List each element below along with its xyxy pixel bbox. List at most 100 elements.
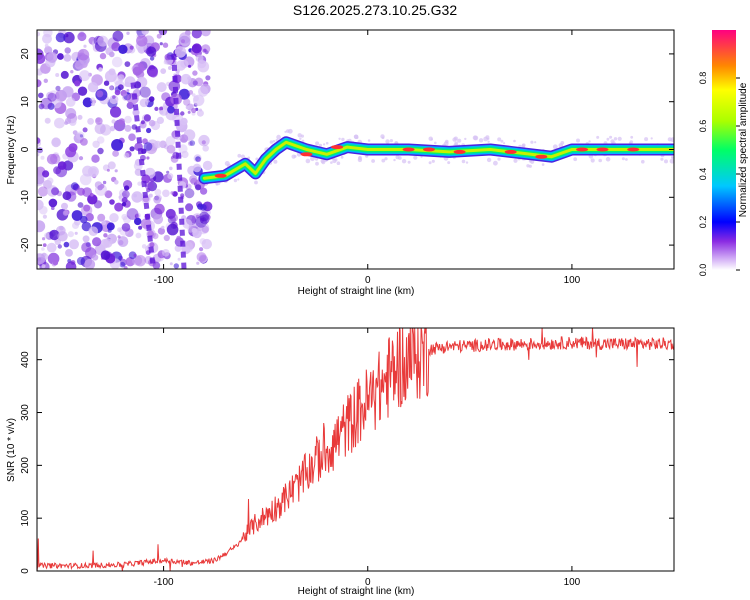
spectrogram-cell xyxy=(121,223,131,232)
spectrogram-cell xyxy=(77,202,84,208)
spectrogram-cell xyxy=(61,202,68,210)
spectrogram-cell xyxy=(180,73,192,85)
spectrogram-cell xyxy=(159,106,164,111)
spectrogram-cell xyxy=(196,109,204,117)
spectrogram-cell xyxy=(118,118,126,125)
spectrogram-cell xyxy=(393,158,396,162)
spectrogram-cell xyxy=(195,216,207,228)
spectrogram-cell xyxy=(318,143,323,148)
spectrogram-cell xyxy=(315,161,319,166)
spectrogram-cell xyxy=(37,186,49,197)
spectrogram-cell xyxy=(173,263,179,269)
spectrogram-cell xyxy=(357,157,363,163)
spectrogram-cell xyxy=(37,79,42,88)
snr-panel: -100 0 100 0 100 200 300 400 Height of straigh… xyxy=(6,327,675,597)
colorbar-tick-label: 0.8 xyxy=(698,72,708,85)
spectrogram-cell xyxy=(381,158,386,163)
spectrogram-cell xyxy=(46,177,54,185)
spectrogram-cell xyxy=(83,204,91,212)
spectrogram-cell xyxy=(102,180,107,185)
spectrogram-cell xyxy=(180,117,188,126)
colorbar-tick-label: 0.6 xyxy=(698,120,708,133)
spectrogram-x-label: Height of straight line (km) xyxy=(298,286,415,297)
spectrogram-cell xyxy=(181,39,185,44)
spectrogram-cell xyxy=(109,199,115,205)
spectrogram-cell xyxy=(143,142,153,151)
spectrogram-cell xyxy=(381,136,385,140)
spectrogram-cell xyxy=(198,254,208,263)
spectrogram-y-tick-label: 20 xyxy=(20,48,31,60)
spectrogram-cell xyxy=(117,236,129,247)
spectrogram-cell xyxy=(46,52,58,63)
spectrogram-cell xyxy=(117,74,125,82)
spectrogram-cell xyxy=(40,97,53,110)
spectrogram-cell xyxy=(156,33,162,39)
spectrogram-cell xyxy=(44,117,51,124)
spectrogram-cell xyxy=(64,47,71,54)
snr-frame xyxy=(36,327,675,572)
spectrogram-cell xyxy=(185,203,194,212)
spectrogram-cell xyxy=(315,141,320,146)
spectrogram-cell xyxy=(128,133,136,141)
spectrogram-cell xyxy=(106,222,115,231)
spectrogram-cell xyxy=(447,161,451,165)
spectrogram-peak xyxy=(423,147,435,152)
snr-y-tick-label: 200 xyxy=(20,457,31,474)
spectrogram-cell xyxy=(112,95,116,99)
spectrogram-cell xyxy=(454,141,459,146)
spectrogram-cell xyxy=(338,137,341,140)
spectrogram-cell xyxy=(367,139,371,142)
spectrogram-cell xyxy=(95,117,103,125)
spectrogram-cell xyxy=(664,159,668,164)
spectrogram-cell xyxy=(452,137,457,142)
spectrogram-cell xyxy=(109,95,119,105)
spectrogram-cell xyxy=(254,180,258,185)
spectrogram-cell xyxy=(91,101,96,107)
spectrogram-cell xyxy=(180,111,185,116)
spectrogram-cell xyxy=(112,150,119,157)
spectrogram-cell xyxy=(72,222,79,229)
spectrogram-cell xyxy=(132,109,140,117)
spectrogram-cell xyxy=(401,159,407,164)
spectrogram-cell xyxy=(135,30,147,37)
spectrogram-cell xyxy=(92,254,99,261)
spectrogram-cell xyxy=(75,131,85,140)
spectrogram-cell xyxy=(38,103,45,110)
spectrogram-y-tick-label: -20 xyxy=(20,237,31,252)
spectrogram-cell xyxy=(42,237,46,241)
spectrogram-streak xyxy=(171,53,187,269)
colorbar-tick-label: 0.2 xyxy=(698,216,708,229)
spectrogram-cell xyxy=(163,234,170,242)
spectrogram-cell xyxy=(180,193,185,198)
spectrogram-cell xyxy=(92,140,100,148)
spectrogram-cell xyxy=(152,171,164,183)
spectrogram-cell xyxy=(84,258,96,269)
spectrogram-cell xyxy=(300,134,304,138)
spectrogram-cell xyxy=(310,156,315,162)
spectrogram-cell xyxy=(144,181,154,191)
colorbar-tick-label: 0.0 xyxy=(698,264,708,277)
spectrogram-cell xyxy=(136,35,148,47)
spectrogram-cell xyxy=(323,143,326,146)
spectrogram-cell xyxy=(62,210,69,216)
spectrogram-cell xyxy=(625,158,628,161)
spectrogram-cell xyxy=(166,144,176,154)
spectrogram-cell xyxy=(110,106,122,118)
spectrogram-cell xyxy=(164,53,171,61)
spectrogram-cell xyxy=(199,247,204,252)
spectrogram-cell xyxy=(196,252,207,262)
spectrogram-cell xyxy=(156,116,164,124)
spectrogram-cell xyxy=(192,70,198,76)
spectrogram-cell xyxy=(63,241,70,248)
spectrogram-cell xyxy=(43,30,53,38)
spectrogram-cell xyxy=(55,73,60,77)
spectrogram-cell xyxy=(91,154,100,163)
spectrogram-cell xyxy=(82,127,88,133)
spectrogram-cell xyxy=(191,107,197,114)
spectrogram-cell xyxy=(41,247,45,251)
spectrogram-cell xyxy=(102,220,107,225)
spectrogram-cell xyxy=(397,156,402,160)
spectrogram-cell xyxy=(93,200,103,209)
spectrogram-peak xyxy=(576,147,589,152)
